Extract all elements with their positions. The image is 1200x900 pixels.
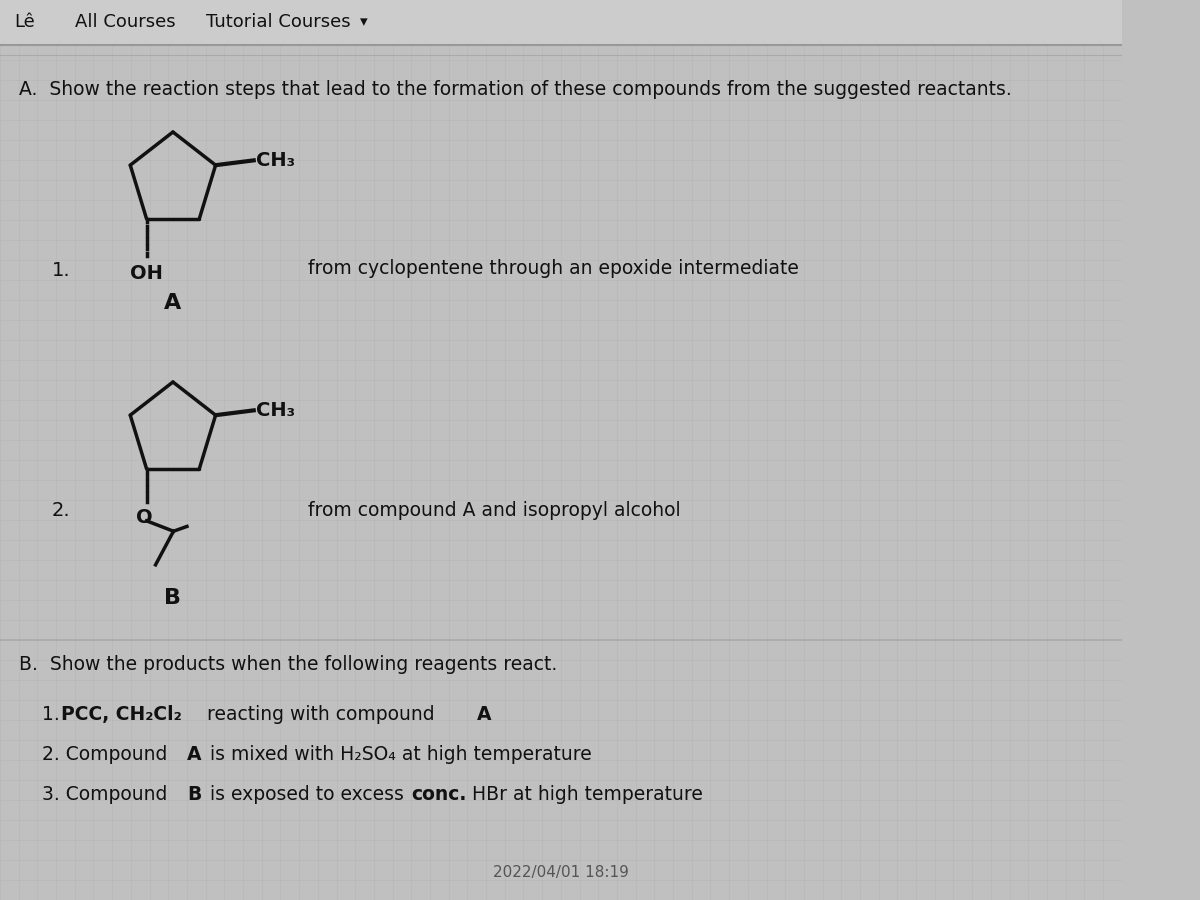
Text: OH: OH <box>130 264 163 283</box>
Text: Tutorial Courses: Tutorial Courses <box>205 13 350 31</box>
Text: 1.: 1. <box>42 705 66 724</box>
Text: A: A <box>187 745 202 764</box>
Text: is exposed to excess: is exposed to excess <box>204 785 409 804</box>
Text: conc.: conc. <box>412 785 467 804</box>
Text: A: A <box>476 705 491 724</box>
Text: ▾: ▾ <box>360 14 367 30</box>
Text: reacting with compound: reacting with compound <box>200 705 440 724</box>
Text: from compound A and isopropyl alcohol: from compound A and isopropyl alcohol <box>308 500 682 519</box>
Text: from cyclopentene through an epoxide intermediate: from cyclopentene through an epoxide int… <box>308 258 799 277</box>
Text: B.  Show the products when the following reagents react.: B. Show the products when the following … <box>19 655 557 674</box>
Text: 2. Compound: 2. Compound <box>42 745 174 764</box>
Text: CH₃: CH₃ <box>256 151 295 170</box>
Text: PCC, CH₂Cl₂: PCC, CH₂Cl₂ <box>61 705 181 724</box>
Text: 2022/04/01 18:19: 2022/04/01 18:19 <box>493 866 629 880</box>
Text: 1.: 1. <box>52 260 70 280</box>
Text: 3. Compound: 3. Compound <box>42 785 174 804</box>
Text: HBr at high temperature: HBr at high temperature <box>466 785 702 804</box>
Text: A: A <box>164 293 181 313</box>
Text: CH₃: CH₃ <box>256 400 295 420</box>
Text: B: B <box>187 785 202 804</box>
Text: O: O <box>137 508 154 526</box>
FancyBboxPatch shape <box>0 0 1122 45</box>
Text: is mixed with H₂SO₄ at high temperature: is mixed with H₂SO₄ at high temperature <box>204 745 592 764</box>
Text: B: B <box>164 588 181 608</box>
Text: All Courses: All Courses <box>74 13 175 31</box>
Text: Lê: Lê <box>14 13 35 31</box>
Text: 2.: 2. <box>52 500 70 519</box>
Text: A.  Show the reaction steps that lead to the formation of these compounds from t: A. Show the reaction steps that lead to … <box>19 80 1012 99</box>
